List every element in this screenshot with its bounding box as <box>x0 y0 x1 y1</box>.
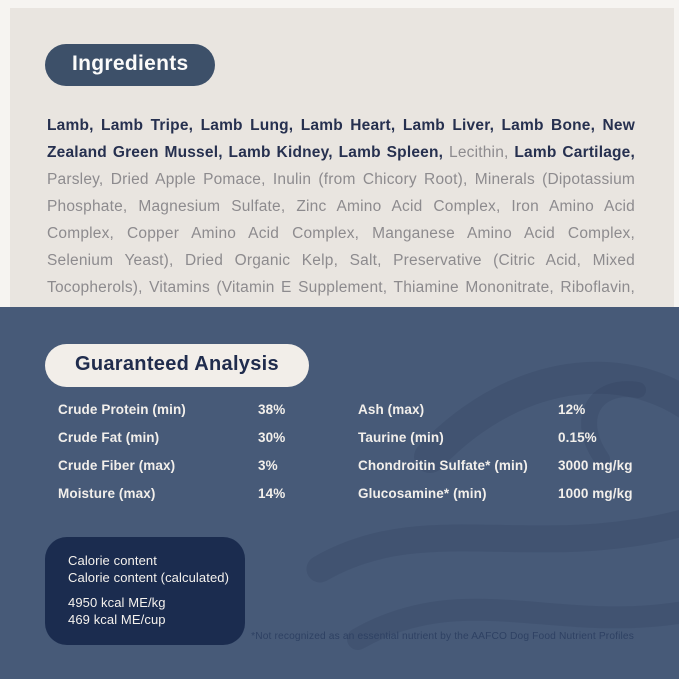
analysis-value: 30% <box>258 429 286 445</box>
analysis-value: 3% <box>258 457 278 473</box>
ingredients-text: Lamb, Lamb Tripe, Lamb Lung, Lamb Heart,… <box>47 112 635 328</box>
analysis-value: 0.15% <box>558 429 597 445</box>
analysis-label: Glucosamine* (min) <box>358 485 487 501</box>
ingredients-section: Ingredients Lamb, Lamb Tripe, Lamb Lung,… <box>10 8 674 323</box>
analysis-label: Crude Fiber (max) <box>58 457 176 473</box>
calorie-line: 469 kcal ME/cup <box>68 612 166 627</box>
ingredients-header-label: Ingredients <box>72 52 189 75</box>
analysis-value: 38% <box>258 401 286 417</box>
analysis-row: Taurine (min) 0.15% <box>358 423 673 451</box>
analysis-footnote: *Not recognized as an essential nutrient… <box>251 631 634 642</box>
calorie-line: Calorie content (calculated) <box>68 570 230 585</box>
analysis-column-left: Crude Protein (min) 38% Crude Fat (min) … <box>58 395 358 507</box>
analysis-label: Ash (max) <box>358 401 425 417</box>
calorie-value-lines: 4950 kcal ME/kg 469 kcal ME/cup <box>68 594 235 628</box>
guaranteed-analysis-section: Guaranteed Analysis Crude Protein (min) … <box>0 307 679 679</box>
analysis-row: Glucosamine* (min) 1000 mg/kg <box>358 479 673 507</box>
analysis-row: Moisture (max) 14% <box>58 479 358 507</box>
analysis-label: Crude Fat (min) <box>58 429 160 445</box>
analysis-label: Crude Protein (min) <box>58 401 186 417</box>
ingredients-segment: Parsley, Dried Apple Pomace, Inulin (fro… <box>47 170 635 323</box>
analysis-row: Crude Fiber (max) 3% <box>58 451 358 479</box>
analysis-label: Moisture (max) <box>58 485 156 501</box>
calorie-content-box: Calorie content Calorie content (calcula… <box>45 537 245 645</box>
guaranteed-analysis-header-pill: Guaranteed Analysis <box>45 344 309 387</box>
calorie-title-lines: Calorie content Calorie content (calcula… <box>68 552 235 586</box>
analysis-row: Ash (max) 12% <box>358 395 673 423</box>
ingredients-header-pill: Ingredients <box>45 44 216 86</box>
analysis-label: Chondroitin Sulfate* (min) <box>358 457 528 473</box>
calorie-line: Calorie content <box>68 553 157 568</box>
analysis-row: Crude Protein (min) 38% <box>58 395 358 423</box>
analysis-label: Taurine (min) <box>358 429 444 445</box>
guaranteed-analysis-header-label: Guaranteed Analysis <box>75 353 279 375</box>
analysis-column-right: Ash (max) 12% Taurine (min) 0.15% Chondr… <box>358 395 673 507</box>
calorie-line: 4950 kcal ME/kg <box>68 595 166 610</box>
analysis-value: 14% <box>258 485 286 501</box>
analysis-value: 3000 mg/kg <box>558 457 633 473</box>
ingredients-segment: Lamb, Lamb Tripe, Lamb Lung, Lamb Heart,… <box>47 116 635 161</box>
analysis-value: 1000 mg/kg <box>558 485 633 501</box>
ingredients-segment: Lecithin, <box>449 143 515 161</box>
ingredients-segment: Lamb Cartilage, <box>514 143 636 161</box>
analysis-row: Chondroitin Sulfate* (min) 3000 mg/kg <box>358 451 673 479</box>
analysis-row: Crude Fat (min) 30% <box>58 423 358 451</box>
analysis-value: 12% <box>558 401 586 417</box>
